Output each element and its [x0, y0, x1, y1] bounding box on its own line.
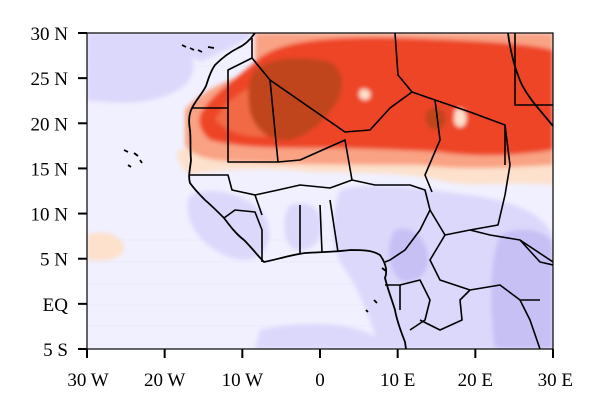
country-borders: [190, 33, 553, 349]
light-spot-tibesti: [454, 108, 467, 128]
coastline: [123, 33, 553, 349]
x-tick-label: 10 E: [380, 370, 415, 391]
y-tick-label: 5 S: [43, 340, 68, 361]
border-libya-egypt-sudan: [434, 33, 553, 165]
x-axis: 30 W 20 W 10 W 0 10 E 20 E 30 E: [67, 349, 573, 391]
border-western-sahara-mauritania: [192, 38, 253, 109]
border-algeria-mali-niger: [269, 79, 436, 133]
deep-purple-cameroon: [388, 228, 429, 282]
y-tick-label: 10 N: [31, 205, 69, 226]
border-niger-chad: [424, 99, 441, 193]
mid-purple-east: [491, 229, 553, 349]
y-tick-label: 25 N: [31, 69, 69, 90]
africa-coastline: [188, 33, 407, 349]
border-senegal-guinea: [190, 174, 263, 216]
purple-region-west-atlantic: [87, 33, 194, 103]
y-tick-label: 30 N: [31, 24, 69, 45]
cape-verde-islands: [123, 149, 143, 168]
border-chad-sudan: [469, 124, 511, 231]
light-spot-hoggar: [359, 88, 371, 100]
x-tick-label: 20 E: [458, 370, 493, 391]
brown-patch-niger-chad: [425, 107, 446, 130]
y-axis: 30 N 25 N 20 N 15 N 10 N 5 N EQ 5 S: [31, 24, 87, 361]
purple-region-southwest: [255, 324, 380, 349]
bioko-sao-tome: [365, 267, 387, 313]
purple-region-guinea: [187, 191, 270, 260]
x-tick-label: 20 W: [144, 370, 185, 391]
canary-islands: [181, 44, 215, 53]
purple-region-ghana: [284, 203, 322, 251]
brown-core-mauritania-mali: [248, 58, 342, 141]
x-tick-label: 30 E: [538, 370, 573, 391]
plot-area: [87, 33, 553, 349]
y-tick-label: 5 N: [40, 250, 68, 271]
y-tick-label: 15 N: [31, 159, 69, 180]
east-coast-red-sea: [507, 33, 553, 127]
x-tick-label: 30 W: [67, 370, 108, 391]
x-tick-label: 10 W: [222, 370, 263, 391]
border-mali-burkina-niger: [254, 139, 353, 196]
anomaly-field: [87, 33, 553, 349]
border-algeria-libya: [394, 33, 413, 93]
y-tick-label: EQ: [43, 295, 69, 316]
border-guinea-coast-states: [223, 199, 339, 262]
border-east-africa: [519, 239, 553, 349]
x-tick-label: 0: [315, 370, 325, 391]
peach-patch-atlantic: [87, 232, 125, 261]
border-congo-gabon: [385, 279, 471, 331]
y-tick-label: 20 N: [31, 114, 69, 135]
